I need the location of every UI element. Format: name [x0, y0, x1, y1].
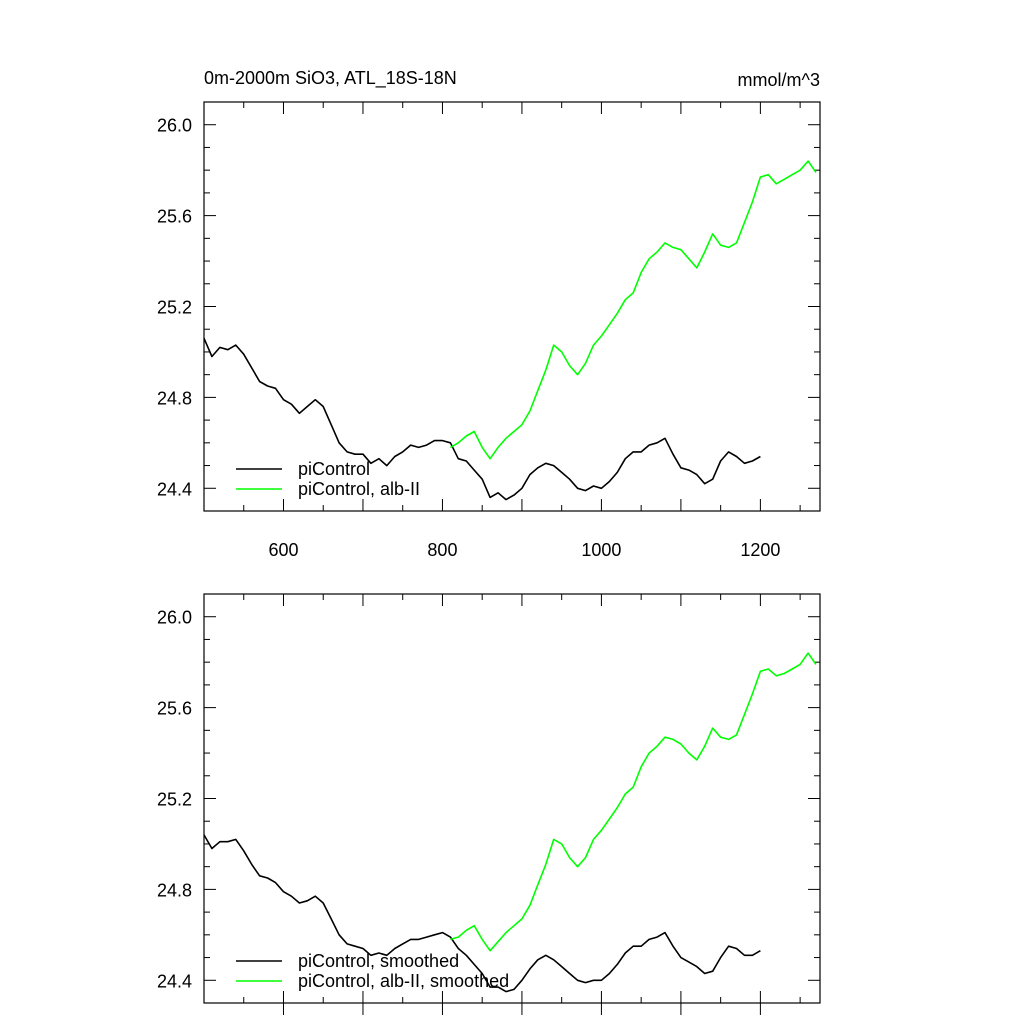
y-tick-label: 24.8 — [157, 880, 192, 900]
y-tick-label: 25.6 — [157, 699, 192, 719]
legend-label: piControl, alb-II — [298, 479, 420, 499]
series-line-1 — [203, 834, 761, 993]
x-tick-label: 800 — [427, 540, 457, 560]
y-tick-label: 24.8 — [157, 388, 192, 408]
chart-title: 0m-2000m SiO3, ATL_18S-18N — [204, 68, 457, 89]
series-line-2 — [450, 652, 817, 952]
y-tick-label: 25.6 — [157, 207, 192, 227]
legend-label: piControl, smoothed — [298, 951, 459, 971]
x-tick-label: 1000 — [581, 540, 621, 560]
legend-label: piControl, alb-II, smoothed — [298, 971, 509, 991]
panel-1: 24.4 24.8 25.2 25.6 26.0 600 800 1000 1200 piCont… — [157, 101, 821, 560]
series-line-1 — [203, 337, 761, 501]
series-line-2 — [449, 160, 817, 460]
x-tick-label: 600 — [268, 540, 298, 560]
x-tick-label: 1200 — [740, 540, 780, 560]
chart-units: mmol/m^3 — [738, 70, 820, 90]
y-tick-label: 26.0 — [157, 116, 192, 136]
panel-2: 24.4 24.8 25.2 25.6 26.0 piControl, smoothedp… — [157, 593, 821, 1015]
plot-frame — [203, 593, 821, 1004]
y-tick-label: 24.4 — [157, 479, 192, 499]
y-tick-label: 24.4 — [157, 971, 192, 991]
y-tick-label: 25.2 — [157, 790, 192, 810]
y-tick-label: 26.0 — [157, 608, 192, 628]
legend-label: piControl — [298, 459, 370, 479]
plot-frame — [203, 101, 821, 512]
y-tick-label: 25.2 — [157, 298, 192, 318]
